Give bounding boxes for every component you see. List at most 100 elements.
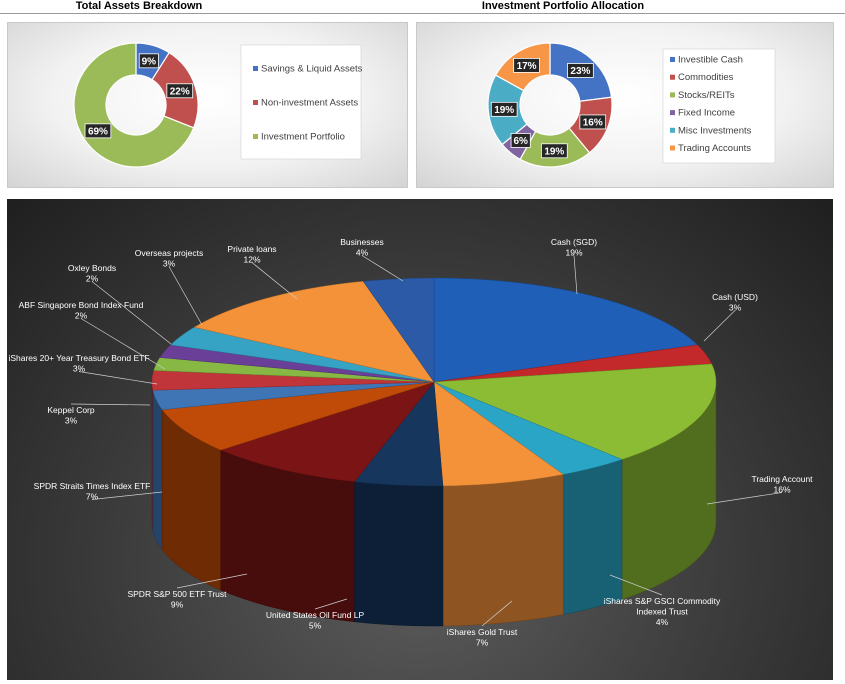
investment-allocation-legend-box: [662, 48, 776, 164]
svg-text:SPDR S&P 500 ETF Trust: SPDR S&P 500 ETF Trust: [127, 589, 227, 599]
svg-text:Cash (USD): Cash (USD): [712, 292, 758, 302]
pie3d-slice-ishares-s-p-gsci-commodity-indexed-trust[interactable]: [433, 381, 623, 475]
donut-data-label-commodities: 16%: [579, 114, 607, 130]
svg-text:19%: 19%: [544, 146, 564, 157]
header-rule: [0, 13, 845, 14]
svg-text:19%: 19%: [494, 105, 514, 116]
legend-item-misc-investments: Misc Investments: [670, 125, 752, 136]
svg-text:Investment Portfolio: Investment Portfolio: [261, 132, 345, 143]
svg-text:17%: 17%: [517, 61, 537, 72]
svg-text:Trading Account: Trading Account: [751, 474, 813, 484]
svg-text:ABF Singapore Bond Index Fund: ABF Singapore Bond Index Fund: [19, 300, 144, 310]
svg-text:19%: 19%: [565, 248, 582, 258]
pie3d-side-ishares-s-p-gsci-commodity-indexed-trust: [562, 459, 623, 615]
pie3d-slice-trading-account[interactable]: [433, 363, 717, 460]
investment-allocation-panel: 23% 16% 19% 6% 19% 17% Investible Cash Commodit…: [416, 22, 834, 188]
pie3d-slice-ishares-gold-trust[interactable]: [433, 381, 564, 487]
donut-data-label-non-investment-assets: 22%: [166, 83, 194, 99]
legend-item-stocks-reits: Stocks/REITs: [670, 90, 735, 101]
legend-item-savings-liquid-assets: Savings & Liquid Assets: [253, 64, 363, 75]
pie3d-slice-ishares-20-year-treasury-bond-etf[interactable]: [151, 370, 435, 391]
svg-text:7%: 7%: [476, 638, 489, 648]
svg-text:16%: 16%: [773, 485, 790, 495]
investment-allocation-donut-chart: 23% 16% 19% 6% 19% 17% Investible Cash Commodit…: [487, 42, 776, 168]
pie3d-slice-cash-sgd[interactable]: [433, 277, 698, 383]
svg-text:69%: 69%: [88, 126, 108, 137]
pie3d-slice-cash-usd[interactable]: [433, 344, 713, 383]
svg-text:16%: 16%: [583, 118, 603, 129]
pie3d-slice-businesses[interactable]: [362, 277, 435, 383]
pie3d-label-cash-sgd: Cash (SGD)19%: [551, 237, 597, 295]
svg-text:Businesses: Businesses: [340, 237, 383, 247]
svg-text:2%: 2%: [86, 274, 99, 284]
pie3d-side-united-states-oil-fund-lp: [354, 481, 444, 627]
legend-item-investment-portfolio: Investment Portfolio: [253, 132, 345, 143]
svg-text:Investible Cash: Investible Cash: [678, 55, 743, 66]
svg-text:23%: 23%: [570, 66, 590, 77]
donut-data-label-stocks-reits: 19%: [541, 143, 568, 159]
investment-allocation-title: Investment Portfolio Allocation: [481, 0, 645, 12]
pie3d-label-cash-usd: Cash (USD)3%: [703, 292, 758, 342]
donut-data-label-investment-portfolio: 69%: [84, 123, 112, 139]
legend-item-non-investment-assets: Non-investment Assets: [253, 98, 358, 109]
pie3d-slice-keppel-corp[interactable]: [152, 381, 435, 410]
svg-text:3%: 3%: [163, 259, 176, 269]
pie3d-side-keppel-corp: [152, 390, 163, 551]
svg-text:Misc Investments: Misc Investments: [678, 125, 752, 136]
legend-item-commodities: Commodities: [670, 72, 734, 83]
donut-data-label-trading-accounts: 17%: [513, 58, 540, 73]
svg-text:5%: 5%: [309, 621, 322, 631]
svg-text:Indexed Trust: Indexed Trust: [636, 607, 688, 617]
svg-text:6%: 6%: [513, 136, 528, 147]
svg-text:3%: 3%: [65, 416, 78, 426]
legend-item-trading-accounts: Trading Accounts: [670, 143, 751, 154]
pie3d-slice-spdr-straits-times-index-etf[interactable]: [161, 381, 435, 451]
svg-text:Overseas projects: Overseas projects: [135, 248, 204, 258]
total-assets-donut-chart: 9% 22% 69% Savings & Liquid Assets Non-inves…: [73, 42, 363, 168]
donut-data-label-fixed-income: 6%: [510, 133, 531, 148]
svg-text:9%: 9%: [171, 600, 184, 610]
svg-text:Trading Accounts: Trading Accounts: [678, 143, 751, 154]
pie3d-side-ishares-gold-trust: [442, 474, 564, 627]
donut-data-label-misc-investments: 19%: [490, 101, 518, 117]
svg-text:Oxley Bonds: Oxley Bonds: [68, 263, 116, 273]
svg-text:iShares 20+ Year Treasury Bond: iShares 20+ Year Treasury Bond ETF: [8, 353, 149, 363]
svg-text:United States Oil Fund LP: United States Oil Fund LP: [266, 610, 365, 620]
svg-text:4%: 4%: [356, 248, 369, 258]
donut-data-label-savings-liquid-assets: 9%: [138, 53, 159, 69]
svg-text:Fixed Income: Fixed Income: [678, 108, 735, 119]
svg-text:Keppel Corp: Keppel Corp: [47, 405, 95, 415]
total-assets-legend-box: [240, 44, 362, 160]
pie3d-slice-private-loans[interactable]: [193, 281, 435, 383]
holdings-3d-pie-chart: Cash (SGD)19%Cash (USD)3%Trading Account…: [8, 237, 813, 648]
svg-text:22%: 22%: [170, 86, 190, 97]
svg-text:Private loans: Private loans: [227, 244, 276, 254]
svg-text:Stocks/REITs: Stocks/REITs: [678, 90, 735, 101]
holdings-3d-pie-panel: Cash (SGD) 19% Cash (USD) 3% Trading Account…: [7, 199, 833, 680]
svg-text:4%: 4%: [656, 617, 669, 627]
svg-text:12%: 12%: [243, 255, 260, 265]
svg-text:Cash (SGD): Cash (SGD): [551, 237, 597, 247]
pie3d-slice-overseas-projects[interactable]: [170, 326, 435, 383]
pie3d-slice-spdr-s-p-500-etf-trust[interactable]: [220, 381, 435, 483]
total-assets-title: Total Assets Breakdown: [75, 0, 203, 12]
pie3d-slice-united-states-oil-fund-lp[interactable]: [354, 381, 444, 487]
pie3d-label-united-states-oil-fund-lp: United States Oil Fund LP5%: [266, 598, 365, 631]
svg-text:9%: 9%: [142, 56, 157, 67]
total-assets-panel: 9% 22% 69% Savings & Liquid Assets Non-inves…: [7, 22, 408, 188]
svg-text:SPDR Straits Times Index ETF: SPDR Straits Times Index ETF: [34, 481, 151, 491]
svg-text:Commodities: Commodities: [678, 72, 734, 83]
donut-data-label-investible-cash: 23%: [567, 63, 594, 78]
legend-item-fixed-income: Fixed Income: [670, 108, 735, 119]
svg-text:iShares Gold Trust: iShares Gold Trust: [447, 627, 518, 637]
svg-text:Non-investment Assets: Non-investment Assets: [261, 98, 358, 109]
